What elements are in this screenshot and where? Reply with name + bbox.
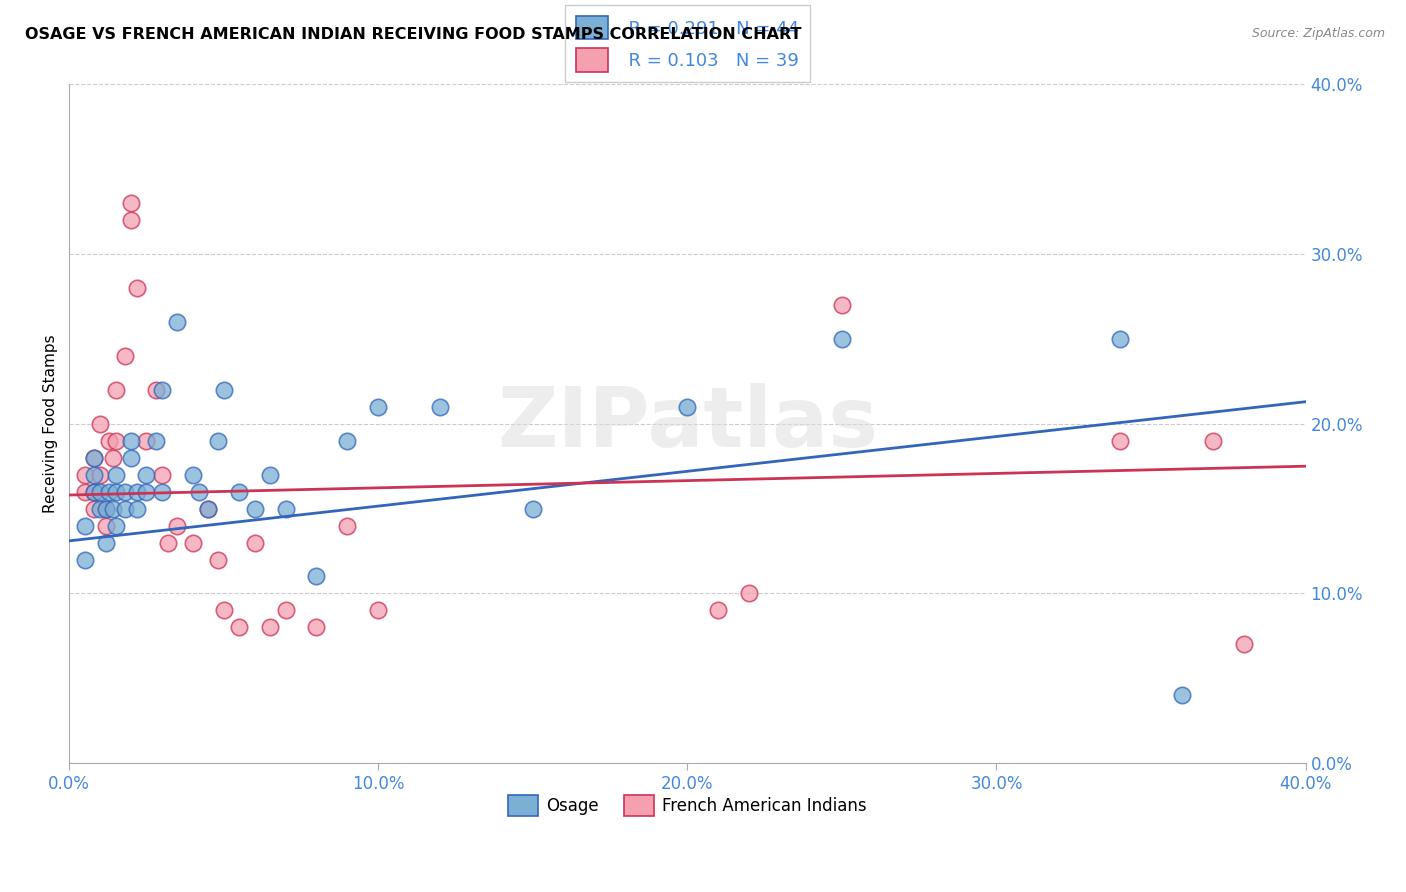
Point [429, 400, 451, 414]
Point [188, 484, 211, 499]
Point [676, 400, 699, 414]
Point [1109, 434, 1132, 448]
Point [114, 501, 136, 516]
Point [228, 620, 250, 634]
Point [101, 450, 124, 465]
Point [228, 484, 250, 499]
Point [212, 603, 235, 617]
Point [98, 484, 121, 499]
Point [243, 535, 266, 549]
Point [1233, 637, 1256, 651]
Point [145, 383, 167, 397]
Point [83, 484, 105, 499]
Point [89, 484, 111, 499]
Point [259, 620, 281, 634]
Point [104, 518, 127, 533]
Point [336, 434, 359, 448]
Text: ZIPatlas: ZIPatlas [496, 384, 877, 464]
Point [96, 501, 118, 516]
Point [145, 434, 167, 448]
Text: OSAGE VS FRENCH AMERICAN INDIAN RECEIVING FOOD STAMPS CORRELATION CHART: OSAGE VS FRENCH AMERICAN INDIAN RECEIVIN… [25, 27, 801, 42]
Y-axis label: Receiving Food Stamps: Receiving Food Stamps [44, 334, 58, 513]
Point [135, 467, 157, 482]
Point [1171, 688, 1194, 702]
Point [166, 518, 188, 533]
Point [73, 552, 96, 566]
Point [127, 484, 149, 499]
Point [73, 467, 96, 482]
Legend: Osage, French American Indians: Osage, French American Indians [502, 788, 873, 822]
Point [150, 383, 173, 397]
Point [73, 484, 96, 499]
Point [336, 518, 359, 533]
Point [83, 501, 105, 516]
Point [207, 434, 229, 448]
Point [127, 501, 149, 516]
Point [89, 467, 111, 482]
Point [1109, 332, 1132, 346]
Point [114, 349, 136, 363]
Point [305, 569, 328, 583]
Point [197, 501, 219, 516]
Point [259, 467, 281, 482]
Point [104, 467, 127, 482]
Point [150, 467, 173, 482]
Point [166, 315, 188, 329]
Point [1202, 434, 1225, 448]
Point [367, 400, 389, 414]
Point [212, 383, 235, 397]
Point [96, 535, 118, 549]
Point [104, 383, 127, 397]
Point [89, 501, 111, 516]
Point [181, 535, 204, 549]
Point [274, 501, 297, 516]
Point [114, 484, 136, 499]
Point [305, 620, 328, 634]
Point [120, 434, 142, 448]
Point [83, 484, 105, 499]
Point [274, 603, 297, 617]
Point [89, 417, 111, 431]
Text: Source: ZipAtlas.com: Source: ZipAtlas.com [1251, 27, 1385, 40]
Point [120, 450, 142, 465]
Point [831, 332, 853, 346]
Point [73, 518, 96, 533]
Point [104, 434, 127, 448]
Point [207, 552, 229, 566]
Point [83, 467, 105, 482]
Point [738, 586, 761, 600]
Point [367, 603, 389, 617]
Point [157, 535, 180, 549]
Point [98, 434, 121, 448]
Point [181, 467, 204, 482]
Point [243, 501, 266, 516]
Point [127, 281, 149, 295]
Point [522, 501, 544, 516]
Point [135, 484, 157, 499]
Point [83, 450, 105, 465]
Point [120, 196, 142, 211]
Point [101, 501, 124, 516]
Point [96, 501, 118, 516]
Point [120, 213, 142, 227]
Point [831, 298, 853, 312]
Point [135, 434, 157, 448]
Point [104, 484, 127, 499]
Point [96, 518, 118, 533]
Point [150, 484, 173, 499]
Point [83, 450, 105, 465]
Point [707, 603, 730, 617]
Point [197, 501, 219, 516]
